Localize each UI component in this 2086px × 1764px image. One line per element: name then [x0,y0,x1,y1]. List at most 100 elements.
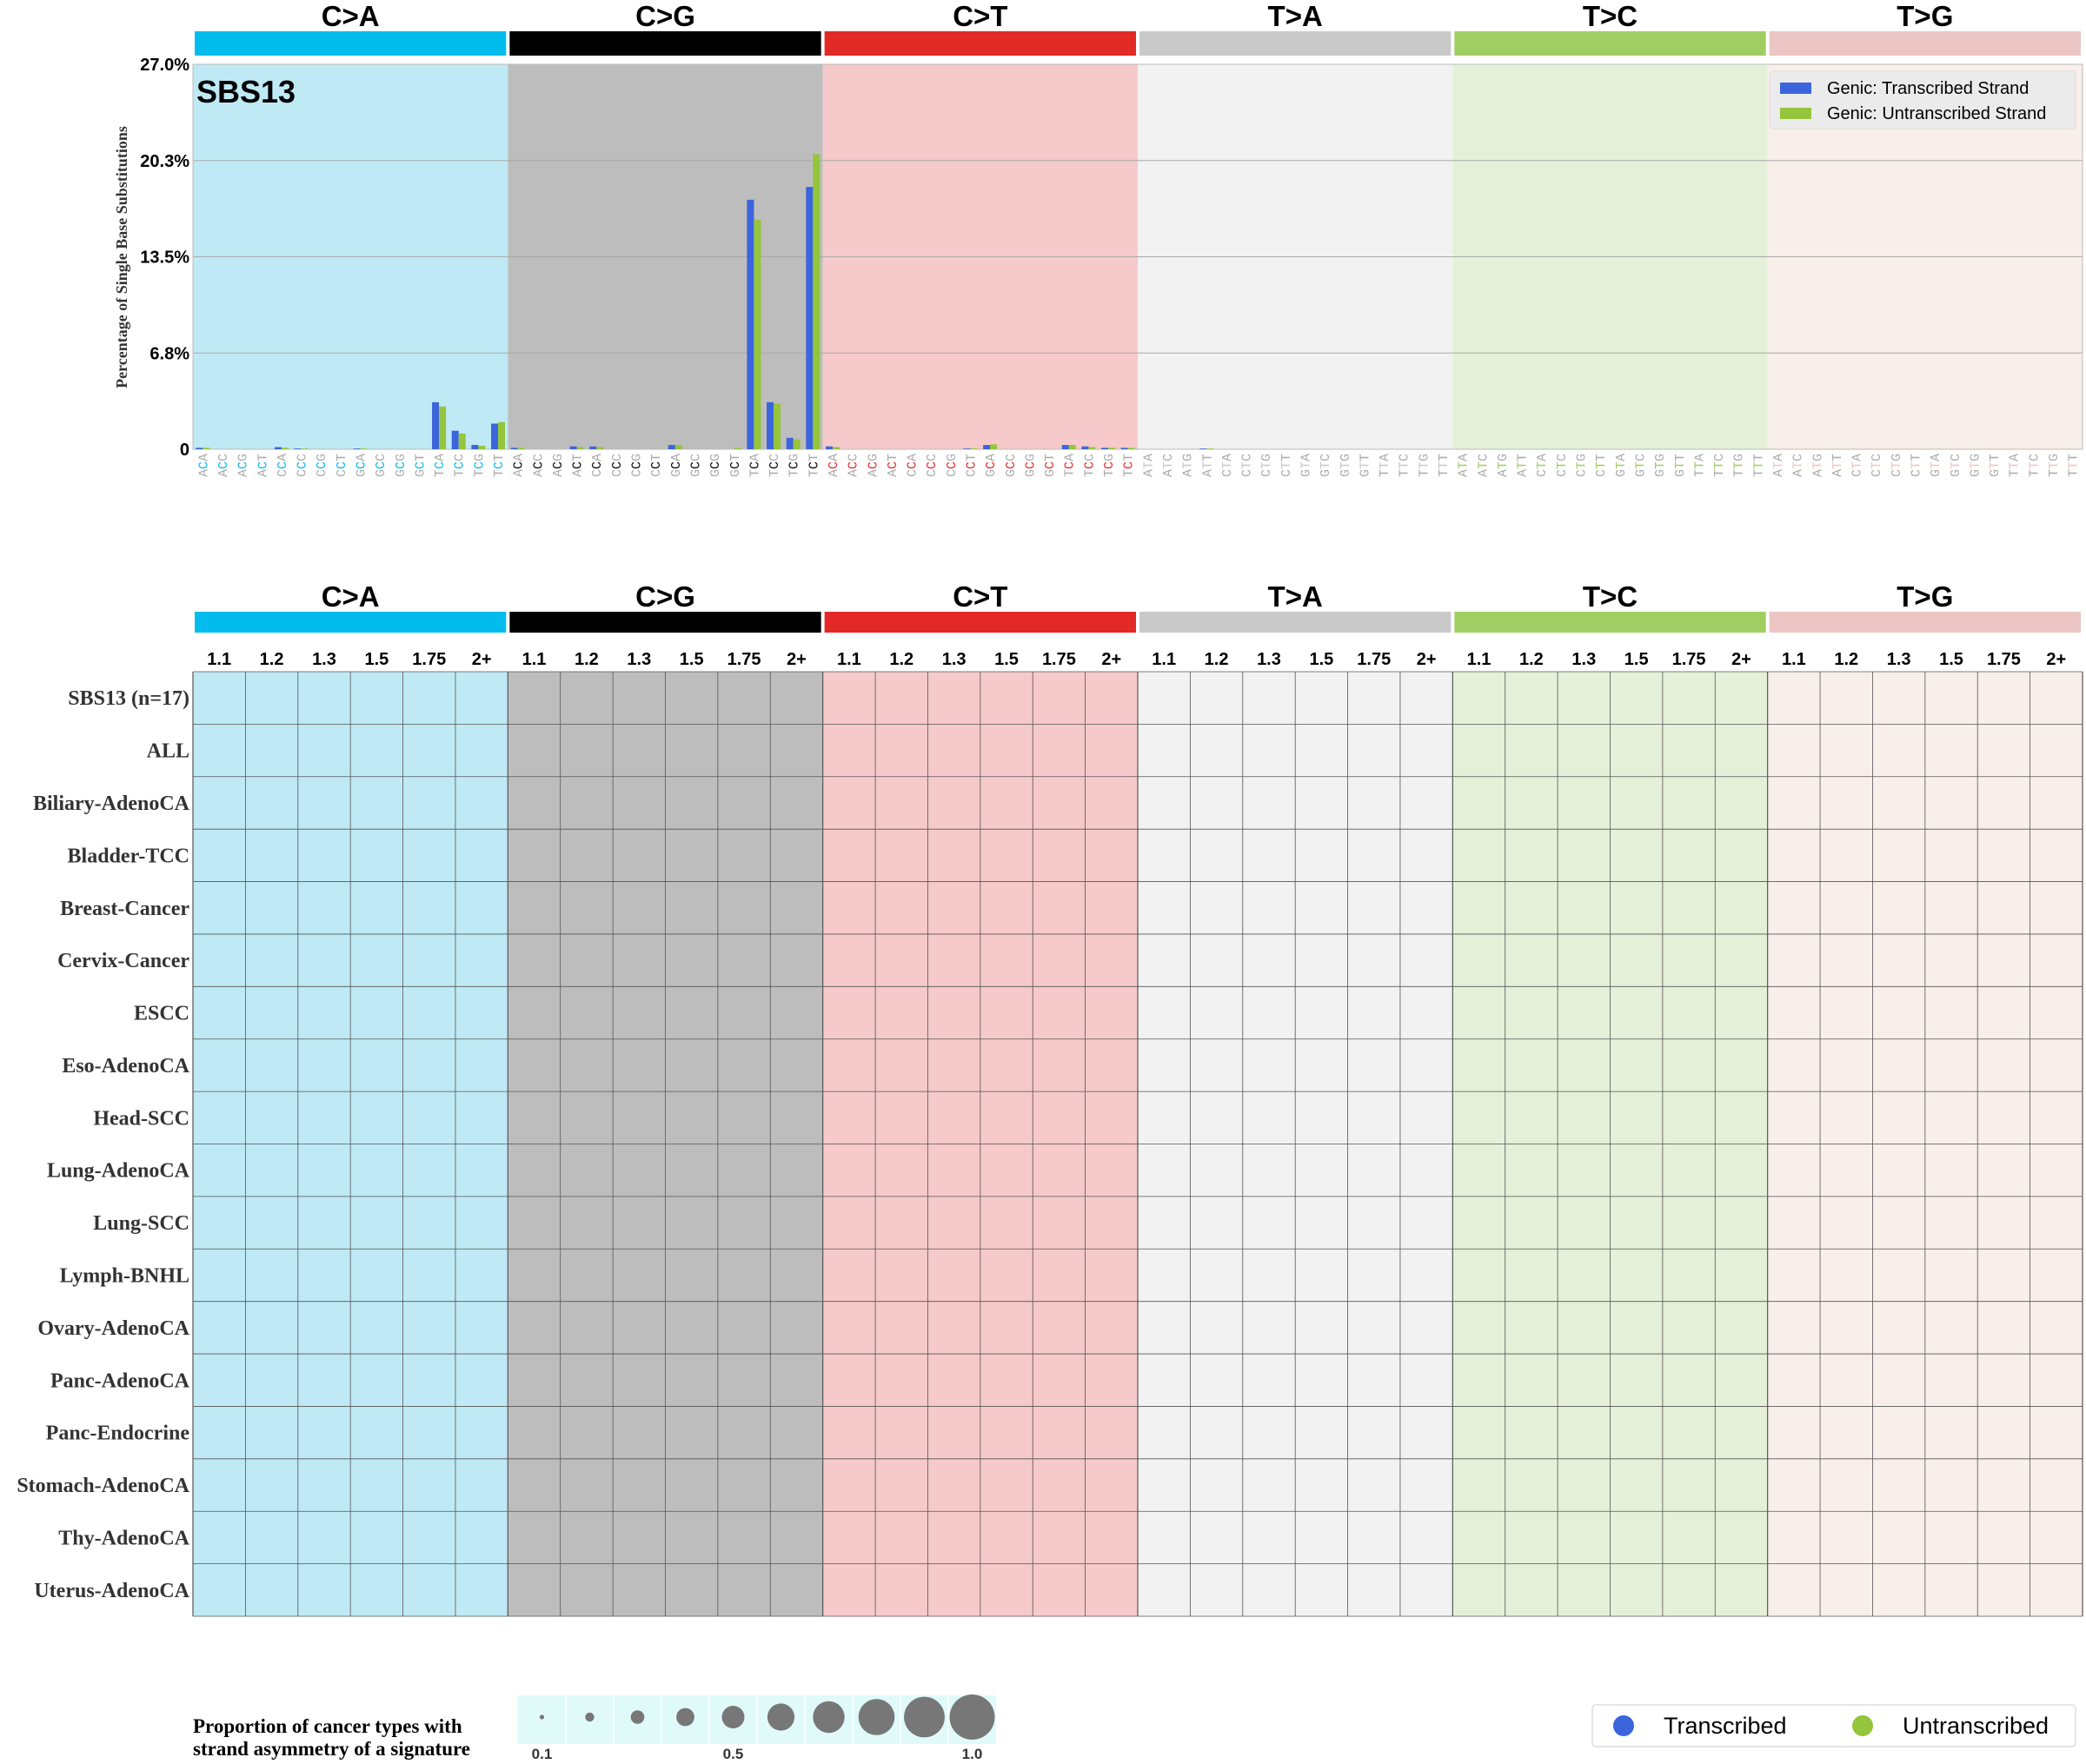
context-char: C [965,461,980,469]
legend-swatch [1780,108,1811,119]
context-char: T [1200,454,1215,461]
context-char: T [1830,454,1845,461]
context-char: C [610,454,625,461]
context-label: GTC [1949,454,1963,477]
context-char: C [630,469,645,477]
context-label: GCA [984,454,999,477]
context-label: GCT [728,454,743,477]
mutation-type-strip [195,31,507,56]
data-bar [478,445,486,449]
data-bar [576,447,584,449]
mutation-type-label: T>C [1583,580,1638,613]
context-char: C [906,461,920,469]
context-char: T [453,469,468,477]
context-char: C [847,461,861,469]
mutation-type-label: C>T [953,0,1007,32]
context-char: C [531,454,546,461]
context-char: G [1023,469,1038,477]
context-char: C [1004,454,1019,461]
context-char: T [649,454,664,461]
context-char: T [1358,454,1372,461]
context-char: T [728,454,743,461]
context-char: C [1712,454,1727,461]
threshold-label: 1.1 [1782,650,1806,669]
context-label: ACG [551,454,566,477]
threshold-label: 1.3 [1887,650,1911,669]
threshold-label: 1.2 [1519,650,1544,669]
context-char: A [216,469,231,477]
context-char: A [1161,469,1176,477]
context-char: T [2047,461,2062,469]
strand-legend-marker [1852,1715,1873,1736]
context-char: T [1082,469,1097,477]
context-char: T [1398,469,1412,477]
context-label: ATA [1771,454,1786,477]
context-label: CCC [925,454,940,477]
context-char: A [1496,469,1511,477]
data-bar [970,448,978,449]
context-label: TTT [2067,454,2082,477]
context-char: C [551,461,566,469]
context-char: C [453,461,468,469]
data-bar [832,447,840,449]
bubble-size-marker [721,1706,745,1728]
context-char: G [551,454,566,461]
context-char: A [551,469,566,477]
threshold-label: 1.75 [1357,650,1391,669]
context-label: ACA [827,454,841,477]
context-label: ACC [216,454,231,477]
context-label: CCT [335,454,349,477]
context-char: A [354,454,369,461]
context-label: ACT [571,454,586,477]
threshold-label: 1.75 [1987,650,2021,669]
context-char: T [787,469,802,477]
context-char: C [906,469,920,477]
context-label: GCA [354,454,369,477]
context-label: TCT [1122,454,1137,477]
context-char: C [492,461,507,469]
context-char: C [472,461,487,469]
context-label: TTA [1692,454,1707,477]
threshold-label: 1.3 [1571,650,1596,669]
context-label: ACT [886,454,900,477]
legend-box [1769,70,2076,129]
context-char: A [1063,454,1078,461]
context-char: T [1417,469,1432,477]
context-char: A [827,454,841,461]
context-label: GCT [413,454,428,477]
bar-chart: C>A C>G C>T T>A T>C T>G 0 6.8% 13.5% 20.3% 27.0% Pe… [113,0,2083,477]
threshold-label: 1.1 [1467,650,1491,669]
context-char: T [807,469,821,477]
context-char: A [827,469,841,477]
context-char: G [1259,454,1274,461]
data-bar [451,430,459,449]
context-char: G [1810,454,1825,461]
context-char: C [925,469,940,477]
data-bar [668,445,675,449]
context-label: CTA [1220,454,1235,477]
context-char: G [630,454,645,461]
context-label: TTC [1398,454,1412,477]
context-char: T [1102,469,1117,477]
data-bar [1088,447,1096,449]
context-char: T [2008,469,2023,477]
bubble-legend-title-line: Proportion of cancer types with [193,1715,462,1737]
context-label: TTC [1712,454,1727,477]
context-char: G [1653,454,1668,461]
mutation-type-label: C>A [322,0,380,32]
context-char: T [1063,469,1078,477]
y-tick-label: 20.3% [140,152,189,171]
context-char: T [1732,461,1747,469]
context-char: T [1279,454,1294,461]
context-char: T [1594,454,1609,461]
context-char: T [335,454,349,461]
context-char: T [1299,461,1313,469]
data-bar [1068,445,1076,449]
context-char: T [1712,469,1727,477]
context-char: A [1850,454,1865,461]
context-char: T [1220,461,1235,469]
context-char: C [1279,469,1294,477]
context-label: ATT [1200,454,1215,477]
context-char: T [1988,454,2003,461]
context-char: C [1240,454,1255,461]
